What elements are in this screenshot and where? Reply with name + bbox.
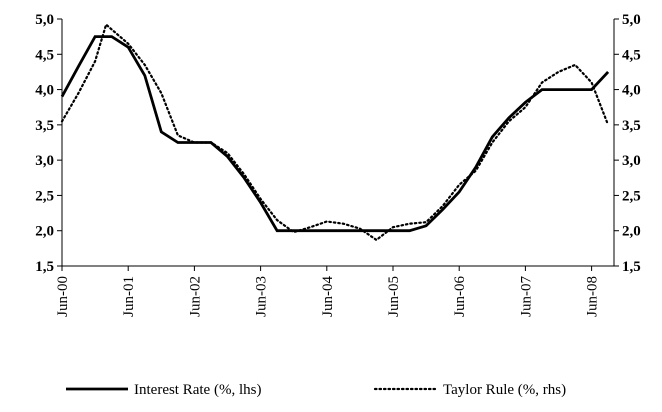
y-tick-label-right: 4,0 [622,83,641,99]
x-tick-label: Jun-00 [55,276,71,317]
x-tick-label: Jun-04 [320,276,336,317]
y-tick-label-right: 5,0 [622,12,641,28]
y-tick-label-right: 1,5 [622,259,641,275]
legend: Interest Rate (%, lhs) Taylor Rule (%, rh… [66,382,566,398]
legend-label-interest-rate: Interest Rate (%, lhs) [134,382,261,398]
axes: 1,5 1,5 2,0 2,0 2,5 2,5 3,0 3,0 3,5 3,5 4,0 4,0 4,5 4… [35,12,641,317]
interest-rate-line [60,35,610,233]
y-tick-label-left: 5,0 [35,12,54,28]
y-tick-label-left: 2,0 [35,224,54,240]
y-tick-label-left: 4,0 [35,83,54,99]
y-tick-label-left: 4,5 [35,47,54,63]
legend-label-taylor-rule: Taylor Rule (%, rhs) [443,382,566,398]
x-tick-label: Jun-03 [254,276,270,317]
y-tick-label-right: 3,0 [622,153,641,169]
y-tick-label-left: 3,5 [35,118,54,134]
y-tick-label-right: 2,5 [622,188,641,204]
taylor-rule-line [60,22,610,242]
y-tick-label-right: 4,5 [622,47,641,63]
y-tick-label-right: 3,5 [622,118,641,134]
x-tick-label: Jun-01 [121,276,137,317]
x-tick-label: Jun-02 [187,276,203,317]
x-tick-label: Jun-05 [386,276,402,317]
y-tick-label-left: 3,0 [35,153,54,169]
y-tick-label-left: 2,5 [35,188,54,204]
y-tick-label-right: 2,0 [622,224,641,240]
series-layer [60,22,610,242]
x-tick-label: Jun-08 [585,276,601,317]
x-tick-label: Jun-06 [452,276,468,317]
x-tick-label: Jun-07 [518,276,534,317]
y-tick-label-left: 1,5 [35,259,54,275]
